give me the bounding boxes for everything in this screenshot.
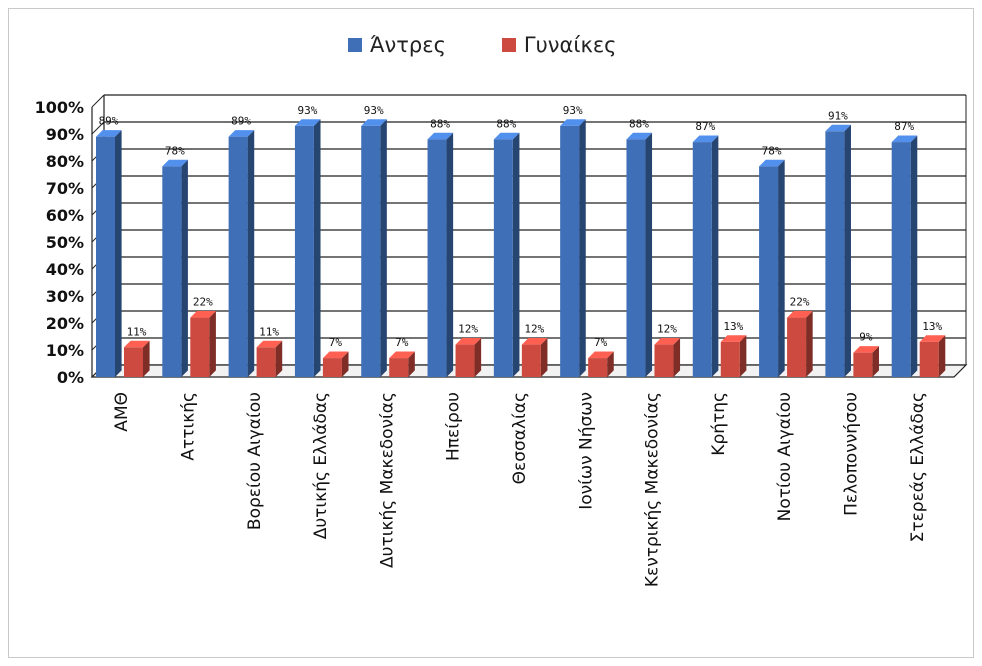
x-tick-label: Στερεάς Ελλάδας — [908, 392, 928, 542]
bar-men — [891, 135, 918, 377]
bar-women — [190, 311, 216, 377]
bars — [96, 119, 946, 378]
data-label-men: 88% — [430, 117, 450, 130]
bar-women — [389, 351, 415, 377]
legend-item-men: Άντρες — [348, 33, 446, 57]
legend-label-men: Άντρες — [370, 33, 446, 57]
legend-item-women: Γυναίκες — [501, 33, 617, 57]
bar-men — [825, 124, 851, 377]
y-tick-label: 50% — [46, 233, 84, 252]
x-tick-label: Ιονίων Νήσων — [576, 392, 596, 510]
x-tick-label: Πελοποννήσου — [842, 392, 862, 516]
data-label-women: 22% — [193, 296, 213, 309]
y-tick-label: 30% — [46, 287, 84, 306]
data-label-women: 7% — [594, 336, 608, 349]
bar-men — [294, 119, 321, 378]
bar-men — [96, 130, 122, 377]
bar-women — [322, 351, 349, 377]
data-labels: 89% 11% 78% 22% 89% 11% 93% 7% 93% 7% 88% 12% 88% 12%… — [99, 104, 943, 349]
data-label-men: 93% — [364, 104, 384, 117]
bar-men — [560, 119, 586, 378]
gridline-side — [91, 94, 105, 108]
data-label-men: 78% — [762, 144, 782, 157]
data-label-women: 11% — [259, 325, 279, 338]
bar-women — [919, 335, 946, 377]
data-label-women: 12% — [657, 323, 677, 336]
x-tick-label: ΑΜΘ — [112, 392, 132, 432]
legend: Άντρες Γυναίκες — [348, 30, 617, 60]
data-label-men: 89% — [99, 115, 119, 128]
legend-swatch-women — [501, 38, 516, 52]
y-tick-label: 70% — [46, 179, 84, 198]
data-label-men: 89% — [231, 115, 251, 128]
bar-women — [588, 351, 614, 377]
x-tick-labels: ΑΜΘ Αττικής Βορείου Αιγαίου Δυτικής Ελλάδας… — [112, 392, 928, 587]
bar-women — [787, 311, 813, 377]
bar-men — [692, 135, 719, 377]
bar-men — [427, 132, 454, 377]
bar-men — [626, 132, 653, 377]
bar-women — [521, 338, 548, 377]
x-tick-label: Κρήτης — [709, 392, 729, 456]
bar-women — [654, 338, 681, 377]
bar-men — [493, 132, 520, 377]
bar-men — [162, 159, 188, 377]
x-tick-label: Δυτικής Μακεδονίας — [377, 392, 397, 568]
data-label-women: 13% — [922, 320, 942, 333]
data-label-women: 7% — [395, 336, 409, 349]
data-label-women: 12% — [524, 323, 544, 336]
data-label-men: 78% — [165, 144, 185, 157]
y-tick-labels: 0% 10% 20% 30% 40% 50% 60% 70% 80% 90% 100% — [35, 98, 84, 387]
legend-swatch-men — [348, 38, 362, 52]
bar-women — [455, 338, 482, 377]
data-label-men: 93% — [563, 104, 583, 117]
bar-men — [228, 130, 255, 377]
x-tick-label: Ηπείρου — [444, 392, 464, 461]
data-label-men: 93% — [297, 104, 317, 117]
y-tick-label: 90% — [46, 125, 84, 144]
data-label-women: 13% — [723, 320, 743, 333]
data-label-men: 87% — [894, 120, 914, 133]
y-tick-label: 40% — [46, 260, 84, 279]
x-tick-label: Νοτίου Αιγαίου — [775, 392, 795, 521]
data-label-women: 7% — [329, 336, 343, 349]
y-tick-label: 60% — [46, 206, 84, 225]
y-tick-label: 0% — [57, 368, 84, 387]
y-tick-label: 80% — [46, 152, 84, 171]
data-label-men: 88% — [629, 117, 649, 130]
y-tick-label: 10% — [46, 341, 84, 360]
data-label-women: 12% — [458, 323, 478, 336]
y-tick-label: 20% — [46, 314, 84, 333]
x-tick-label: Θεσσαλίας — [510, 392, 530, 484]
x-tick-label: Βορείου Αιγαίου — [245, 392, 265, 530]
bar-women — [720, 335, 747, 377]
y-tick-label: 100% — [35, 98, 84, 117]
gridline-side — [91, 121, 105, 135]
bar-men — [361, 119, 387, 378]
bar-women — [853, 346, 879, 377]
data-label-women: 22% — [790, 296, 810, 309]
bar-women — [256, 340, 283, 377]
x-tick-label: Αττικής — [178, 392, 198, 461]
x-tick-label: Δυτικής Ελλάδας — [311, 392, 331, 539]
bar-men — [759, 159, 785, 377]
x-tick-label: Κεντρικής Μακεδονίας — [643, 392, 663, 587]
bar-women — [124, 340, 150, 377]
data-label-men: 88% — [496, 117, 516, 130]
legend-label-women: Γυναίκες — [523, 33, 617, 57]
data-label-women: 9% — [859, 331, 873, 344]
data-label-men: 91% — [828, 109, 848, 122]
data-label-men: 87% — [695, 120, 715, 133]
data-label-women: 11% — [127, 325, 147, 338]
